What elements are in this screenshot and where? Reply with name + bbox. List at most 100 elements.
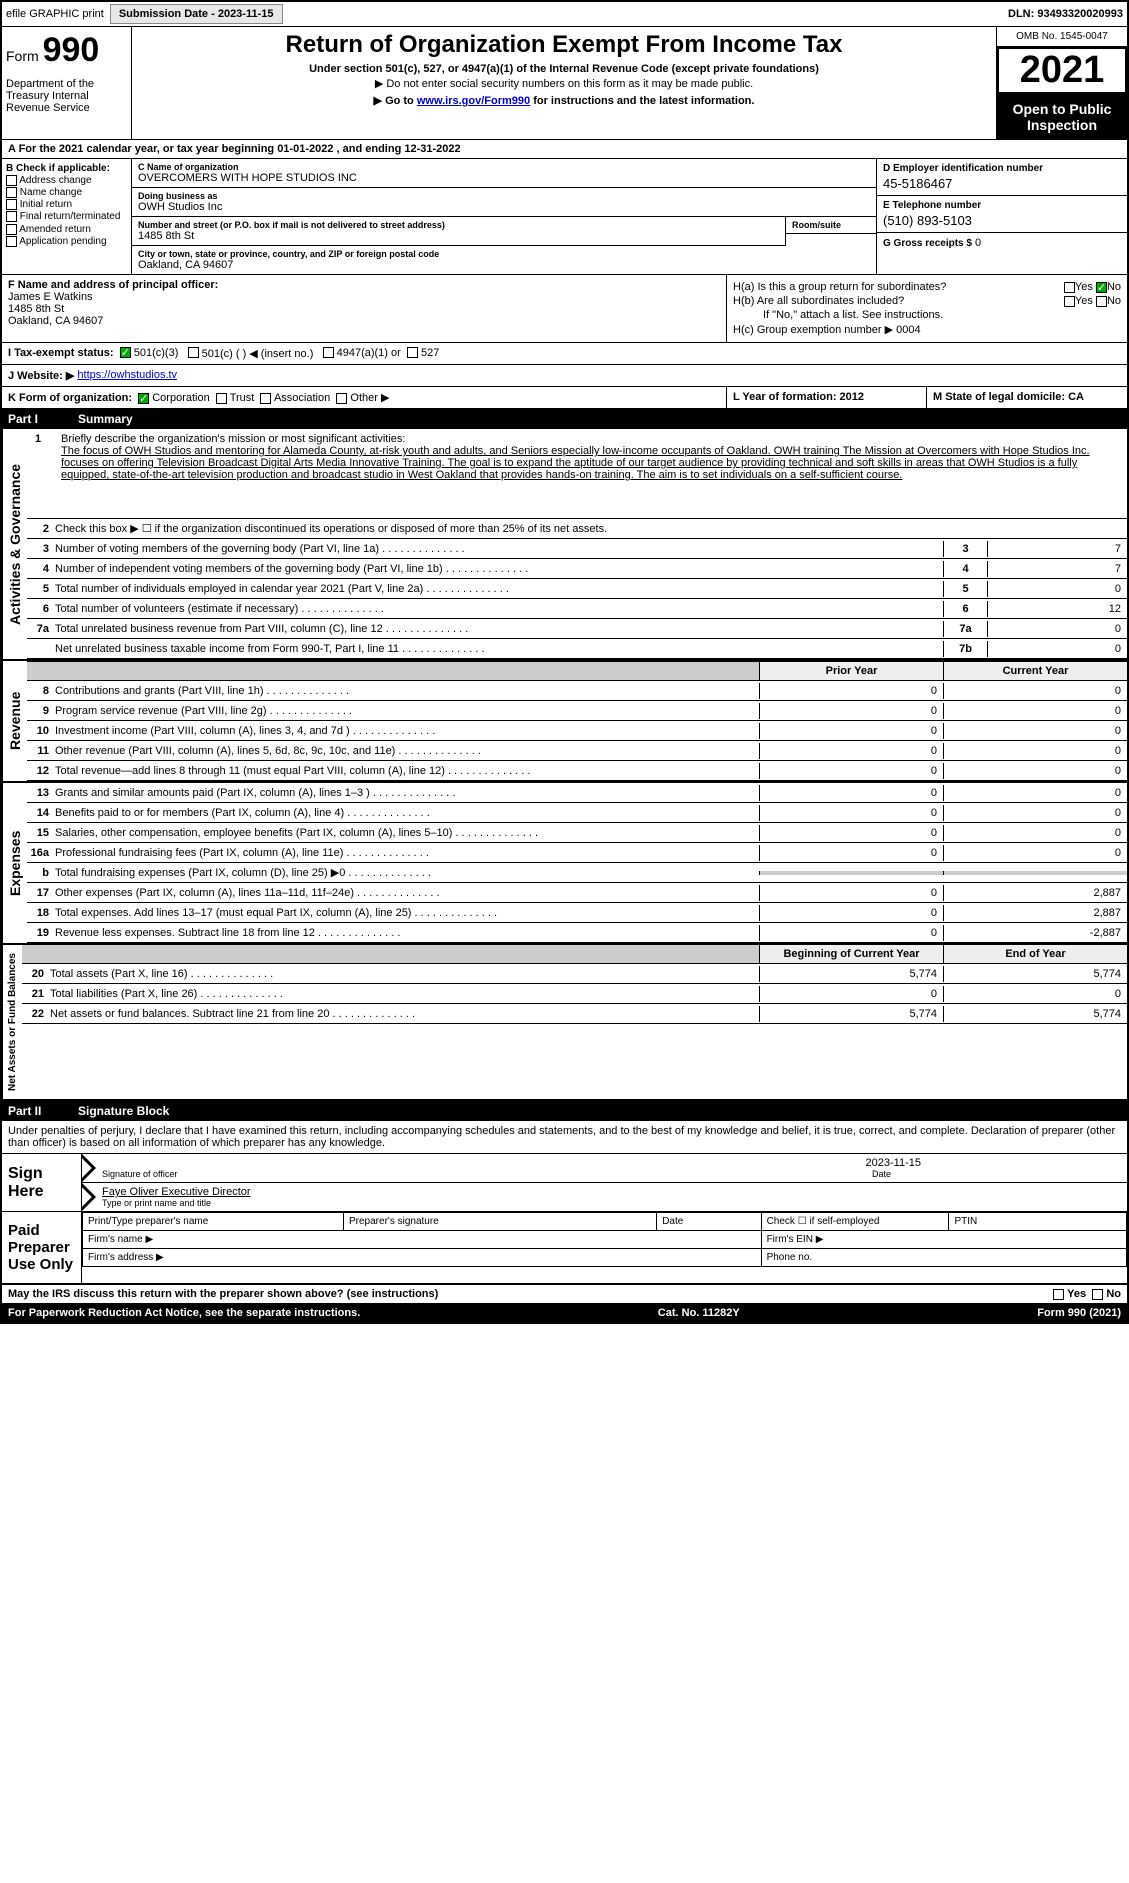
chk-other[interactable]: [336, 393, 347, 404]
col-b-label: B Check if applicable:: [6, 163, 110, 174]
website-link[interactable]: https://owhstudios.tv: [77, 369, 177, 382]
gross-label: G Gross receipts $: [883, 238, 972, 249]
row-k-l-m: K Form of organization: Corporation Trus…: [2, 387, 1127, 409]
chk-assoc[interactable]: [260, 393, 271, 404]
preparer-table: Print/Type preparer's name Preparer's si…: [82, 1212, 1127, 1267]
h-a-label: H(a) Is this a group return for subordin…: [733, 281, 946, 293]
chk-ha-yes[interactable]: [1064, 282, 1075, 293]
tax-exempt-label: I Tax-exempt status:: [8, 347, 114, 360]
prep-sig-label: Preparer's signature: [344, 1213, 657, 1231]
tel-label: E Telephone number: [883, 200, 1121, 211]
chk-final-return[interactable]: [6, 211, 17, 222]
paid-preparer-row: Paid Preparer Use Only Print/Type prepar…: [2, 1212, 1127, 1284]
line-1-num: 1: [35, 433, 41, 445]
mission-text: The focus of OWH Studios and mentoring f…: [61, 445, 1090, 481]
table-row: 3Number of voting members of the governi…: [27, 539, 1127, 559]
net-assets-section: Net Assets or Fund Balances Beginning of…: [2, 945, 1127, 1101]
chk-501c3[interactable]: [120, 347, 131, 358]
table-row: bTotal fundraising expenses (Part IX, co…: [27, 863, 1127, 883]
firm-ein-label: Firm's EIN ▶: [761, 1231, 1126, 1249]
chk-ha-no[interactable]: [1096, 282, 1107, 293]
revenue-section: Revenue Prior Year Current Year 8Contrib…: [2, 661, 1127, 783]
table-row: 7aTotal unrelated business revenue from …: [27, 619, 1127, 639]
year-formation: L Year of formation: 2012: [733, 391, 864, 403]
table-row: 17Other expenses (Part IX, column (A), l…: [27, 883, 1127, 903]
part-i-header: Part I Summary: [2, 409, 1127, 429]
omb-number: OMB No. 1545-0047: [997, 27, 1127, 47]
addr-label: Number and street (or P.O. box if mail i…: [138, 220, 779, 230]
chk-527[interactable]: [407, 347, 418, 358]
table-row: 6Total number of volunteers (estimate if…: [27, 599, 1127, 619]
part-ii-num: Part II: [8, 1104, 78, 1118]
table-row: 22Net assets or fund balances. Subtract …: [22, 1004, 1127, 1024]
dln-label: DLN: 93493320020993: [1008, 8, 1123, 20]
expenses-section: Expenses 13Grants and similar amounts pa…: [2, 783, 1127, 945]
block-b-through-g: B Check if applicable: Address change Na…: [2, 159, 1127, 275]
efile-label: efile GRAPHIC print: [6, 8, 104, 20]
self-employed-label: Check ☐ if self-employed: [761, 1213, 949, 1231]
officer-addr2: Oakland, CA 94607: [8, 315, 720, 327]
chk-corp[interactable]: [138, 393, 149, 404]
line-2-text: Check this box ▶ ☐ if the organization d…: [55, 520, 1127, 537]
table-row: 9Program service revenue (Part VIII, lin…: [27, 701, 1127, 721]
table-row: Net unrelated business taxable income fr…: [27, 639, 1127, 659]
submission-date-button[interactable]: Submission Date - 2023-11-15: [110, 4, 283, 24]
activities-governance-section: Activities & Governance 1 Briefly descri…: [2, 429, 1127, 661]
chk-hb-yes[interactable]: [1064, 296, 1075, 307]
chk-501c[interactable]: [188, 347, 199, 358]
chk-application-pending[interactable]: [6, 236, 17, 247]
chk-discuss-yes[interactable]: [1053, 1289, 1064, 1300]
dba-label: Doing business as: [138, 191, 870, 201]
arrow-icon: [82, 1154, 96, 1182]
chk-4947[interactable]: [323, 347, 334, 358]
city-state-zip: Oakland, CA 94607: [138, 259, 870, 271]
sig-date-value: 2023-11-15: [102, 1157, 1121, 1169]
chk-name-change[interactable]: [6, 187, 17, 198]
discuss-row: May the IRS discuss this return with the…: [2, 1284, 1127, 1303]
form-header: Form 990 Department of the Treasury Inte…: [2, 27, 1127, 140]
prior-year-header: Prior Year: [759, 662, 943, 680]
form-title: Return of Organization Exempt From Incom…: [140, 31, 988, 59]
open-public: Open to Public Inspection: [997, 95, 1127, 139]
table-row: 16aProfessional fundraising fees (Part I…: [27, 843, 1127, 863]
row-a-period: A For the 2021 calendar year, or tax yea…: [2, 140, 1127, 159]
chk-amended-return[interactable]: [6, 224, 17, 235]
end-year-header: End of Year: [943, 945, 1127, 963]
chk-discuss-no[interactable]: [1092, 1289, 1103, 1300]
org-name-label: C Name of organization: [138, 162, 870, 172]
sign-here-label: Sign Here: [2, 1154, 82, 1211]
form-org-label: K Form of organization:: [8, 392, 132, 404]
irs-link[interactable]: www.irs.gov/Form990: [417, 95, 530, 107]
chk-address-change[interactable]: [6, 175, 17, 186]
goto-post: for instructions and the latest informat…: [530, 95, 754, 107]
table-row: 4Number of independent voting members of…: [27, 559, 1127, 579]
firm-addr-label: Firm's address ▶: [83, 1249, 762, 1267]
form-subtitle-1: Under section 501(c), 527, or 4947(a)(1)…: [140, 63, 988, 75]
declaration-text: Under penalties of perjury, I declare th…: [2, 1121, 1127, 1154]
table-row: 15Salaries, other compensation, employee…: [27, 823, 1127, 843]
chk-trust[interactable]: [216, 393, 227, 404]
sig-date-label: Date: [872, 1169, 891, 1179]
phone-label: Phone no.: [761, 1249, 1126, 1267]
beginning-year-header: Beginning of Current Year: [759, 945, 943, 963]
activities-governance-label: Activities & Governance: [2, 429, 27, 659]
row-f-h: F Name and address of principal officer:…: [2, 275, 1127, 343]
table-row: 8Contributions and grants (Part VIII, li…: [27, 681, 1127, 701]
gross-value: 0: [975, 237, 981, 249]
sig-officer-label: Signature of officer: [102, 1169, 177, 1179]
table-row: 5Total number of individuals employed in…: [27, 579, 1127, 599]
footer-bar: For Paperwork Reduction Act Notice, see …: [2, 1303, 1127, 1322]
officer-print-name: Faye Oliver Executive Director: [102, 1186, 1121, 1198]
arrow-icon: [82, 1183, 96, 1211]
form-ref: Form 990 (2021): [1037, 1307, 1121, 1319]
top-bar: efile GRAPHIC print Submission Date - 20…: [2, 2, 1127, 27]
table-row: 10Investment income (Part VIII, column (…: [27, 721, 1127, 741]
chk-hb-no[interactable]: [1096, 296, 1107, 307]
ein-label: D Employer identification number: [883, 163, 1121, 174]
h-c-value: 0004: [896, 324, 920, 336]
form-990-page: efile GRAPHIC print Submission Date - 20…: [0, 0, 1129, 1324]
revenue-label: Revenue: [2, 661, 27, 781]
ein-value: 45-5186467: [883, 176, 1121, 191]
cat-number: Cat. No. 11282Y: [658, 1307, 740, 1319]
chk-initial-return[interactable]: [6, 199, 17, 210]
